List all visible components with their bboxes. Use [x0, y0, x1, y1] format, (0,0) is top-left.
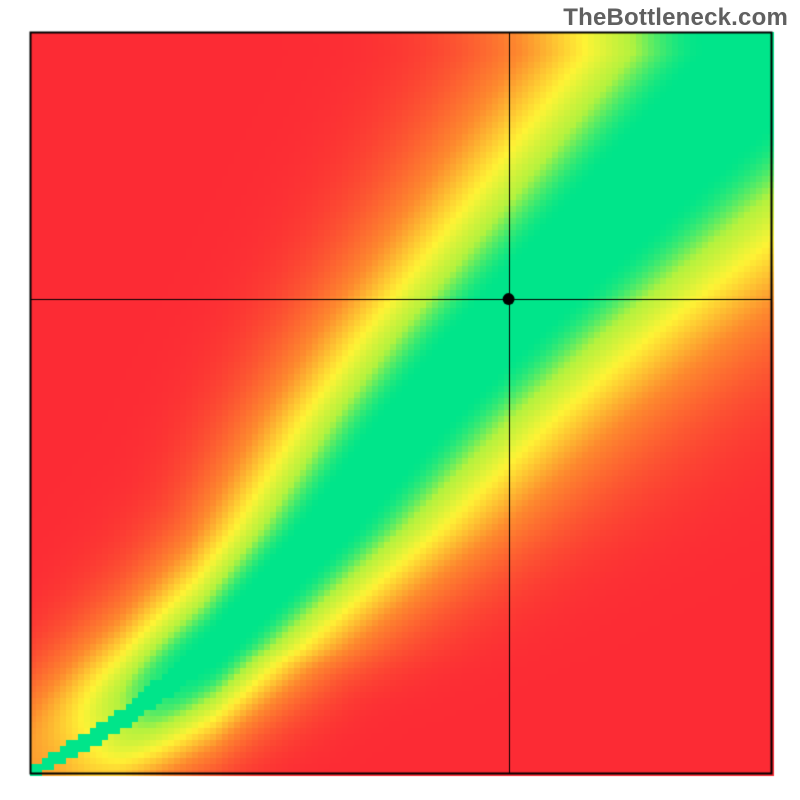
- chart-container: TheBottleneck.com: [0, 0, 800, 800]
- watermark-text: TheBottleneck.com: [563, 4, 788, 32]
- bottleneck-heatmap: [0, 0, 800, 800]
